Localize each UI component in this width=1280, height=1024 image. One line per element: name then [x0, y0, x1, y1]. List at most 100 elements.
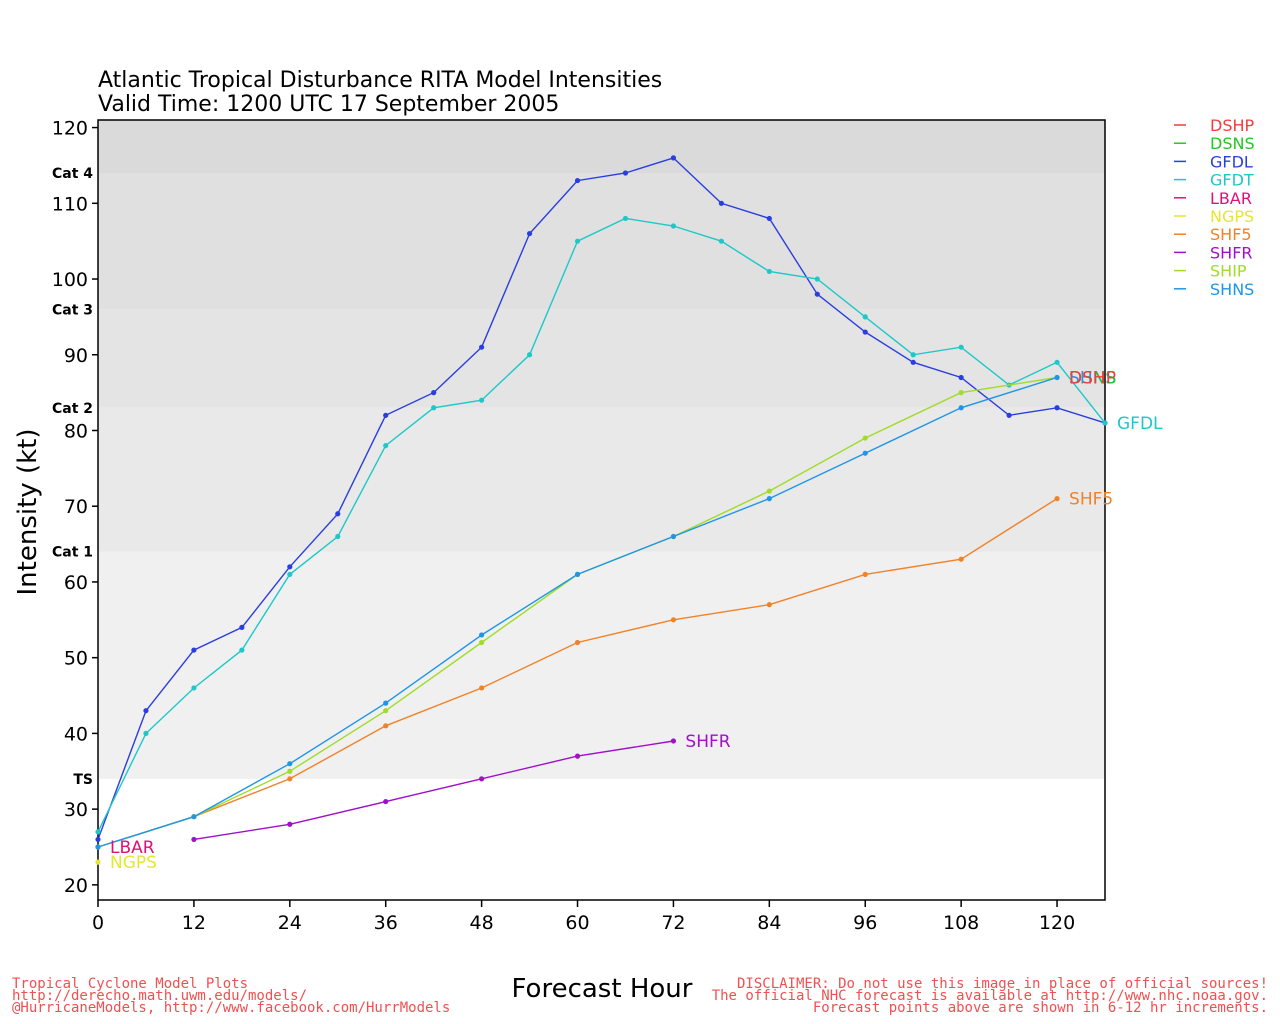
data-point-gfdl — [1054, 405, 1060, 411]
series-lines — [95, 155, 1108, 865]
category-label-cat-3: Cat 3 — [52, 302, 93, 318]
chart-subtitle: Valid Time: 1200 UTC 17 September 2005 — [98, 92, 559, 117]
end-label-dsns: DSNS — [1069, 368, 1116, 388]
x-tick-label: 24 — [278, 912, 302, 934]
x-tick-label: 36 — [374, 912, 398, 934]
data-point-gfdt — [431, 405, 437, 411]
y-tick-label: 30 — [64, 799, 88, 821]
data-point-gfdt — [383, 443, 389, 449]
data-point-gfdl — [239, 624, 245, 630]
legend-item-dsns: DSNS — [1174, 134, 1255, 153]
data-point-shf5 — [958, 556, 964, 562]
data-point-gfdl — [958, 374, 964, 381]
data-point-shf5 — [479, 685, 485, 691]
data-point-shns — [670, 533, 677, 540]
legend-item-shns: SHNS — [1174, 280, 1254, 299]
series-ngps — [95, 859, 101, 865]
y-tick-label: 50 — [64, 648, 88, 670]
category-bands — [98, 120, 1105, 900]
data-point-shns — [95, 844, 101, 850]
data-point-gfdl — [479, 344, 485, 350]
data-point-ship — [766, 488, 772, 494]
data-point-gfdt — [1054, 359, 1060, 365]
y-axis-label: Intensity (kt) — [13, 429, 43, 596]
y-tick-label: 110 — [52, 193, 88, 215]
data-point-shfr — [670, 738, 677, 744]
series-line-gfdl — [97, 157, 1106, 840]
data-point-shns — [479, 632, 485, 638]
data-point-gfdl — [718, 200, 724, 206]
data-point-shf5 — [287, 776, 293, 782]
legend-item-ngps: NGPS — [1174, 207, 1254, 226]
data-point-gfdt — [287, 571, 293, 577]
data-point-gfdt — [479, 397, 485, 403]
data-point-shns — [766, 496, 772, 502]
data-point-shf5 — [766, 602, 772, 608]
data-point-shns — [862, 450, 868, 456]
data-point-shfr — [191, 836, 197, 843]
band-cat-4 — [98, 120, 1105, 174]
x-tick-label: 48 — [470, 912, 494, 934]
legend-item-gfdl: GFDL — [1174, 152, 1253, 171]
end-label-ngps: NGPS — [110, 853, 157, 873]
data-point-gfdt — [814, 276, 820, 282]
data-point-shfr — [287, 821, 293, 827]
x-axis-label: Forecast Hour — [512, 974, 693, 1004]
x-tick-label: 84 — [757, 912, 781, 934]
data-point-gfdt — [670, 223, 677, 229]
y-tick-label: 70 — [64, 496, 88, 518]
data-point-gfdt — [1102, 420, 1108, 426]
legend-item-dshp: DSHP — [1174, 116, 1255, 135]
category-label-ts: TS — [73, 772, 93, 788]
footer-left-1: Tropical Cyclone Model Plots — [12, 976, 248, 992]
footer-left-2: http://derecho.math.uwm.edu/models/ — [12, 988, 307, 1004]
data-point-gfdl — [287, 564, 293, 570]
data-point-gfdt — [239, 647, 245, 653]
end-label-shns: SHNS — [1069, 368, 1116, 388]
data-point-shns — [574, 571, 581, 577]
legend-item-shf5: SHF5 — [1174, 225, 1252, 244]
footer-right-2: The official NHC forecast is available a… — [712, 988, 1268, 1004]
data-point-shf5 — [1054, 496, 1060, 502]
legend-label: SHNS — [1210, 280, 1254, 299]
data-point-gfdl — [862, 329, 868, 335]
data-point-shns — [1054, 374, 1060, 381]
data-point-ship — [479, 639, 485, 646]
x-tick-label: 12 — [182, 912, 206, 934]
end-label-lbar: LBAR — [110, 838, 155, 858]
series-shfr — [191, 738, 677, 843]
band-below-ts — [98, 778, 1105, 900]
end-label-shfr: SHFR — [685, 732, 730, 752]
y-axis-ticks: 20 30 40 50 60 70 80 90 100 110 120 — [52, 118, 98, 897]
data-point-gfdt — [143, 730, 149, 736]
chart-title: Atlantic Tropical Disturbance RITA Model… — [98, 68, 662, 93]
data-point-gfdl — [766, 215, 772, 222]
band-cat-1 — [98, 407, 1105, 552]
data-point-ship — [383, 708, 389, 714]
legend-label: SHF5 — [1210, 225, 1252, 244]
category-label-cat-1: Cat 1 — [52, 545, 93, 561]
data-point-gfdt — [95, 829, 101, 835]
data-point-shns — [287, 761, 293, 767]
data-point-gfdt — [910, 352, 916, 358]
footer-right-3: Forecast points above are shown in 6-12 … — [813, 1000, 1268, 1016]
category-labels: TS Cat 1 Cat 2 Cat 3 Cat 4 — [52, 166, 93, 788]
data-point-gfdl — [1006, 412, 1012, 418]
legend-label: DSHP — [1210, 116, 1255, 135]
data-point-ship — [287, 768, 293, 774]
legend-label: SHIP — [1210, 262, 1247, 281]
y-tick-label: 40 — [64, 723, 88, 745]
data-point-gfdl — [910, 359, 916, 365]
data-point-gfdl — [526, 230, 533, 237]
y-tick-label: 90 — [64, 345, 88, 367]
data-point-shfr — [574, 753, 581, 759]
band-ts — [98, 551, 1105, 779]
data-point-gfdl — [574, 177, 581, 184]
x-tick-label: 96 — [853, 912, 877, 934]
data-point-gfdt — [191, 685, 197, 691]
y-tick-label: 80 — [64, 420, 88, 442]
y-tick-label: 120 — [52, 118, 88, 140]
band-cat-2 — [98, 309, 1105, 408]
data-point-shf5 — [670, 617, 677, 623]
